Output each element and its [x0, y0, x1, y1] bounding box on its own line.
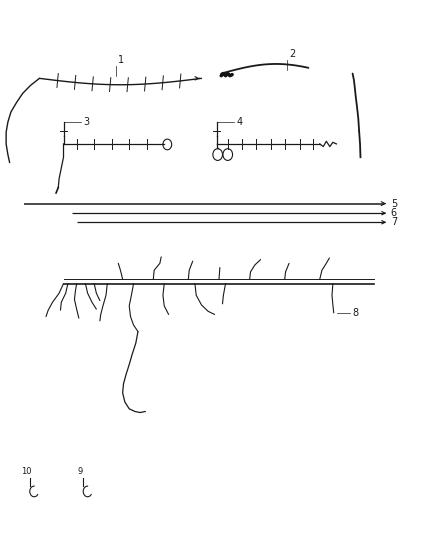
- Text: 4: 4: [237, 117, 243, 126]
- Text: 7: 7: [391, 217, 397, 227]
- Text: 2: 2: [289, 49, 295, 59]
- Text: 10: 10: [21, 467, 32, 476]
- Text: 5: 5: [391, 199, 397, 208]
- Text: 8: 8: [353, 309, 359, 318]
- Text: 6: 6: [391, 208, 397, 218]
- Text: 1: 1: [118, 55, 124, 65]
- Text: 9: 9: [78, 467, 83, 476]
- Text: 3: 3: [83, 117, 89, 126]
